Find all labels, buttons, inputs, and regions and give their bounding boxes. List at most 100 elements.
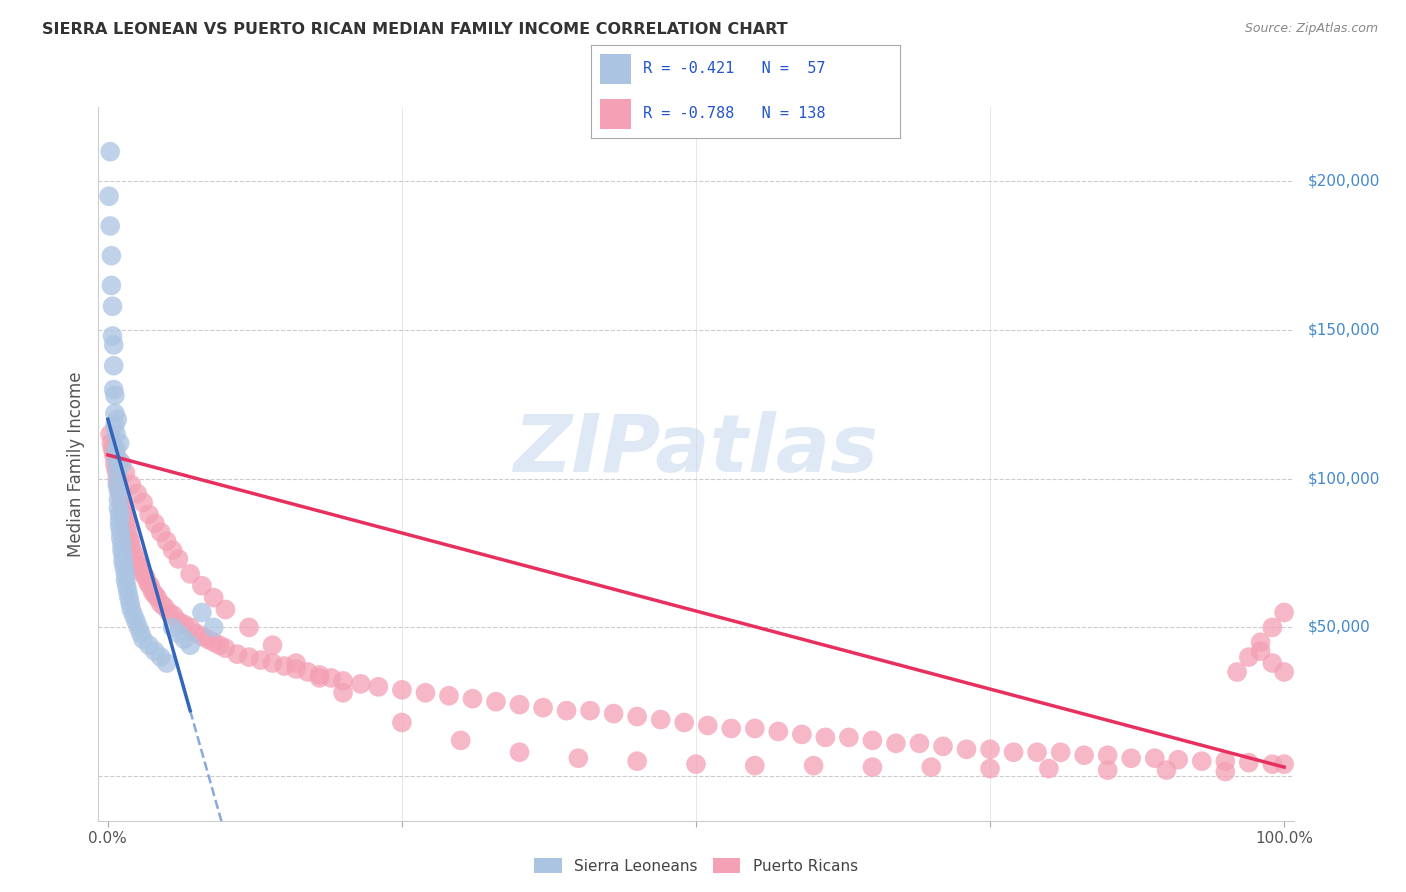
Point [179,638,201,652]
Point [107,492,129,507]
Point [132,566,155,581]
Point [98,427,121,442]
Point [103,448,125,462]
Point [191,579,214,593]
Point [179,566,201,581]
Point [110,531,132,545]
Point [141,584,163,599]
Point [108,454,131,468]
Y-axis label: Median Family Income: Median Family Income [67,371,86,557]
Point [308,671,330,685]
Point [391,715,413,730]
Point [105,442,128,456]
Point [184,626,207,640]
Point [391,682,413,697]
Point [626,709,648,723]
Point [1272,665,1295,679]
Point [214,602,236,616]
Point [979,742,1001,756]
Point [120,597,142,611]
Point [744,758,766,772]
Point [103,359,125,373]
Point [1097,748,1119,763]
Point [167,626,190,640]
Point [111,495,134,509]
Point [262,638,284,652]
Text: $100,000: $100,000 [1308,471,1379,486]
Point [1250,635,1272,649]
Point [114,513,136,527]
Point [1261,757,1284,772]
Point [367,680,389,694]
Point [790,727,813,741]
Point [238,650,260,665]
Point [157,606,180,620]
Point [1143,751,1166,765]
Point [1073,748,1095,763]
Point [555,704,578,718]
Point [321,671,343,685]
Point [191,629,214,643]
Point [105,477,128,491]
Point [955,742,977,756]
Point [112,549,135,563]
Point [1261,620,1284,634]
Point [120,602,142,616]
Point [127,558,149,572]
Point [350,677,373,691]
Point [1237,756,1260,770]
Point [932,739,955,754]
Point [1272,757,1295,772]
Point [100,278,122,293]
Point [214,641,236,656]
Point [108,508,131,522]
Point [149,650,172,665]
Point [110,525,132,540]
Point [650,713,672,727]
Point [1213,754,1236,768]
Point [1261,656,1284,670]
Point [167,552,190,566]
Point [768,724,790,739]
Point [107,501,129,516]
Point [1121,751,1143,765]
Point [111,457,134,471]
Point [138,638,160,652]
Point [208,638,231,652]
Point [107,483,129,498]
Point [262,656,284,670]
Point [1167,753,1189,767]
Point [103,442,125,456]
Point [1250,644,1272,658]
Point [125,615,148,629]
Point [673,715,696,730]
Point [332,673,354,688]
Point [202,635,225,649]
Point [105,472,128,486]
Point [146,591,169,605]
Point [112,501,135,516]
Point [139,579,162,593]
Point [273,659,295,673]
Point [105,466,128,480]
Text: Source: ZipAtlas.com: Source: ZipAtlas.com [1244,22,1378,36]
Point [112,508,135,522]
Point [509,745,531,759]
Point [1026,745,1049,759]
Point [744,722,766,736]
Point [136,575,159,590]
Point [114,566,136,581]
Point [104,388,127,402]
Point [197,632,219,647]
Point [437,689,460,703]
Point [249,653,271,667]
Point [1191,754,1213,768]
Point [696,718,718,732]
Point [1226,665,1249,679]
Point [163,608,186,623]
Point [105,463,128,477]
Point [118,531,141,545]
Point [602,706,624,721]
Point [450,733,472,747]
Point [1038,762,1060,776]
